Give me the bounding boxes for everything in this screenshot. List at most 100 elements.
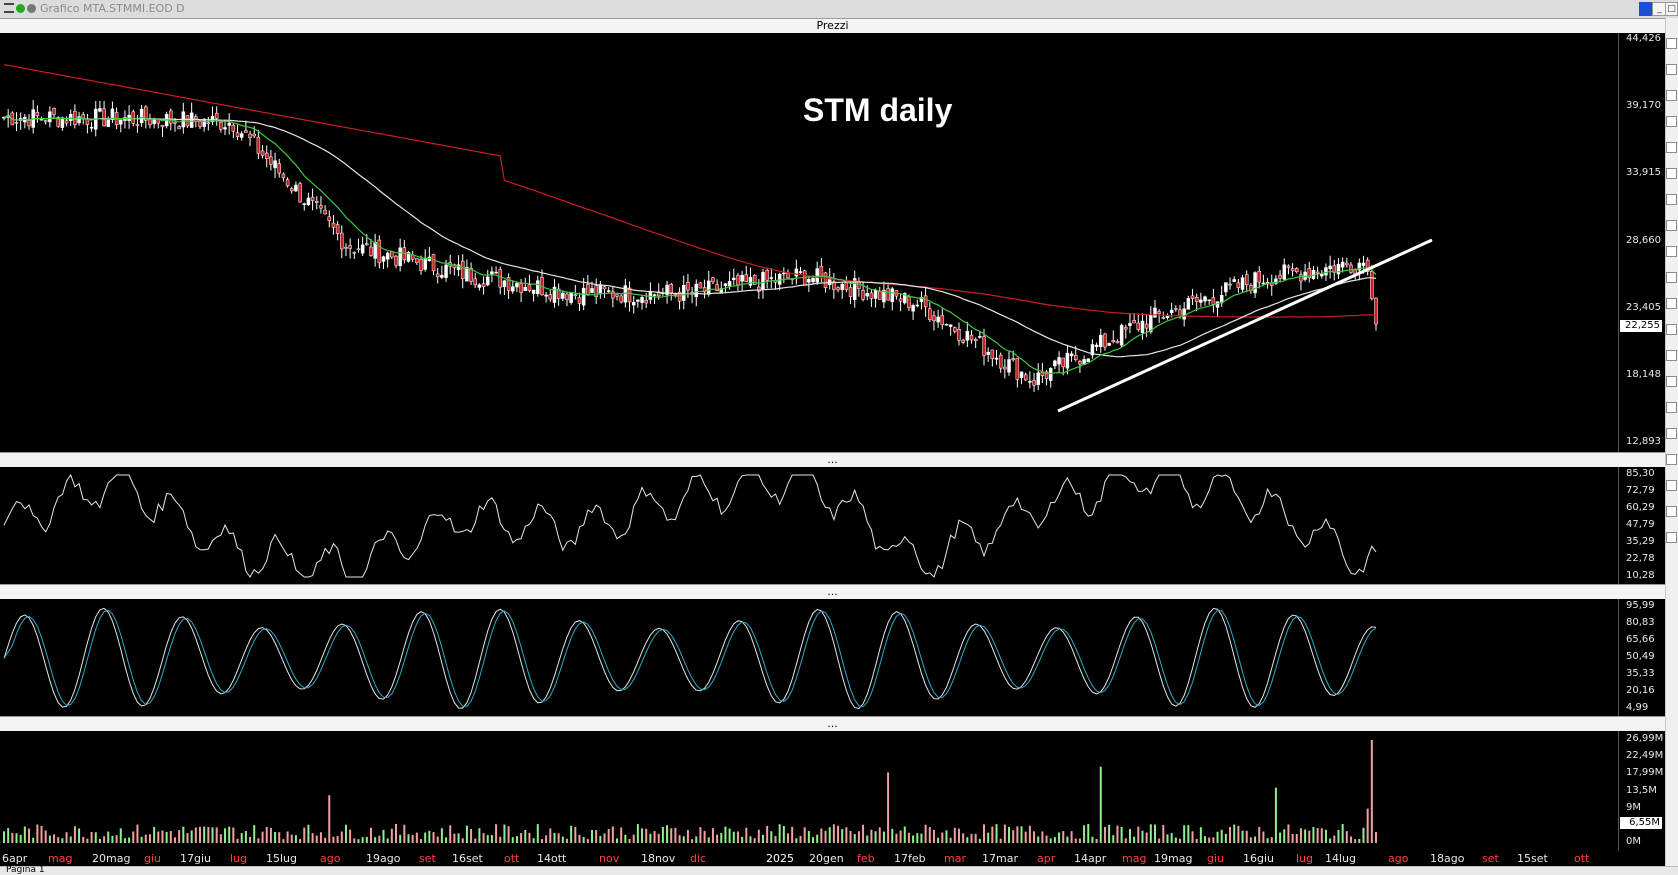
candle-body xyxy=(369,246,373,256)
volume-bar xyxy=(386,838,389,843)
candle-body xyxy=(277,163,281,174)
gray-link-icon[interactable] xyxy=(27,4,36,13)
text-icon[interactable] xyxy=(1666,116,1677,127)
volume-bar xyxy=(1078,838,1081,843)
candle-body xyxy=(1003,366,1007,370)
volume-bar xyxy=(1037,836,1040,843)
oscillator-pane[interactable] xyxy=(0,467,1618,584)
settings-icon[interactable] xyxy=(1666,402,1677,413)
stochastic-y-axis[interactable] xyxy=(1618,599,1666,716)
volume_pane-tick-label: 0M xyxy=(1626,836,1641,847)
volume-bar xyxy=(1003,824,1006,843)
volume-bar xyxy=(224,828,227,843)
volume-bar xyxy=(999,838,1002,843)
x-axis-label: dic xyxy=(690,852,707,865)
candle-body xyxy=(260,150,265,156)
candle-body xyxy=(823,272,828,289)
volume-bar xyxy=(69,836,72,843)
candle-body xyxy=(673,293,678,296)
arrow-icon[interactable] xyxy=(1666,246,1677,257)
price-y-axis[interactable] xyxy=(1618,33,1666,452)
candle-body xyxy=(932,315,936,321)
volume-bar xyxy=(194,827,197,843)
candle-body xyxy=(1174,308,1178,310)
ruler-icon[interactable] xyxy=(1666,480,1677,491)
zoom-icon[interactable] xyxy=(1666,38,1677,49)
volume-bar xyxy=(1254,836,1257,843)
candle-body xyxy=(227,122,231,126)
volume-bar xyxy=(686,830,689,843)
layers-icon[interactable] xyxy=(1666,376,1677,387)
pane3-tick-label: 65,66 xyxy=(1626,634,1655,645)
volume-bar xyxy=(461,838,464,843)
chart-canvas[interactable] xyxy=(0,0,1618,866)
volume-bar xyxy=(28,828,31,843)
ellipse-icon[interactable] xyxy=(1666,220,1677,231)
fibonacci-icon[interactable] xyxy=(1666,142,1677,153)
page-tab[interactable]: Pagina 1 xyxy=(6,865,45,875)
measure-icon[interactable] xyxy=(1666,506,1677,517)
price-pane[interactable] xyxy=(0,33,1618,452)
trendline-icon[interactable] xyxy=(1666,90,1677,101)
eraser-icon[interactable] xyxy=(1666,298,1677,309)
volume-bar xyxy=(73,826,76,843)
candle-body xyxy=(907,296,911,309)
volume-bar xyxy=(336,835,339,843)
volume-bar xyxy=(1112,835,1115,843)
volume-bar xyxy=(1233,824,1236,843)
lock-icon[interactable] xyxy=(1666,350,1677,361)
candle-body xyxy=(1278,274,1282,279)
magnet-icon[interactable] xyxy=(1666,324,1677,335)
pane2-tick-label: 60,29 xyxy=(1626,502,1655,513)
palette-icon[interactable] xyxy=(1666,428,1677,439)
cursor-icon[interactable] xyxy=(1666,532,1677,543)
candle-body xyxy=(1295,268,1299,272)
crosshair-icon[interactable] xyxy=(1666,64,1677,75)
candle-body xyxy=(373,242,377,259)
volume-bar xyxy=(803,827,806,843)
candle-body xyxy=(144,106,148,121)
candle-body xyxy=(465,266,469,282)
volume-bar xyxy=(11,832,14,843)
candle-body xyxy=(1324,267,1328,276)
volume-bar xyxy=(1274,787,1277,843)
candle-body xyxy=(494,271,498,274)
volume-pane[interactable] xyxy=(0,731,1618,851)
pencil-icon[interactable] xyxy=(1666,272,1677,283)
volume-bar xyxy=(324,837,327,843)
volume-bar xyxy=(1375,831,1377,843)
candle-body xyxy=(331,222,336,228)
grid-icon[interactable] xyxy=(1666,454,1677,465)
candle-body xyxy=(994,357,999,360)
candle-body xyxy=(160,124,165,128)
candle-body xyxy=(460,260,465,279)
candle-body xyxy=(381,256,386,262)
candle-body xyxy=(1132,319,1136,324)
candle-body xyxy=(239,133,244,138)
menu-icon[interactable] xyxy=(4,3,14,13)
candle-body xyxy=(973,339,978,341)
volume-y-axis[interactable] xyxy=(1618,731,1666,851)
volume-bar xyxy=(1249,837,1252,843)
stochastic-pane[interactable] xyxy=(0,599,1618,716)
green-link-icon[interactable] xyxy=(16,4,25,13)
channel-icon[interactable] xyxy=(1666,168,1677,179)
candle-body xyxy=(527,284,532,291)
volume_pane-tick-label: 13,5M xyxy=(1626,784,1657,796)
volume-bar xyxy=(290,834,293,843)
volume-bar xyxy=(1212,837,1215,843)
candle-body xyxy=(306,197,311,206)
candle-body xyxy=(515,282,519,288)
volume-bar xyxy=(294,835,297,843)
maximize-button[interactable]: □ xyxy=(1665,2,1678,16)
volume-bar xyxy=(578,834,581,843)
volume_pane-tick-label: 26,99M xyxy=(1626,733,1664,744)
volume-bar xyxy=(987,832,990,843)
volume-bar xyxy=(941,832,944,843)
oscillator-y-axis[interactable] xyxy=(1618,467,1666,584)
candle-body xyxy=(602,286,607,290)
candle-body xyxy=(319,205,323,209)
rectangle-icon[interactable] xyxy=(1666,194,1677,205)
volume-bar xyxy=(1174,837,1177,843)
volume-bar xyxy=(653,831,656,843)
